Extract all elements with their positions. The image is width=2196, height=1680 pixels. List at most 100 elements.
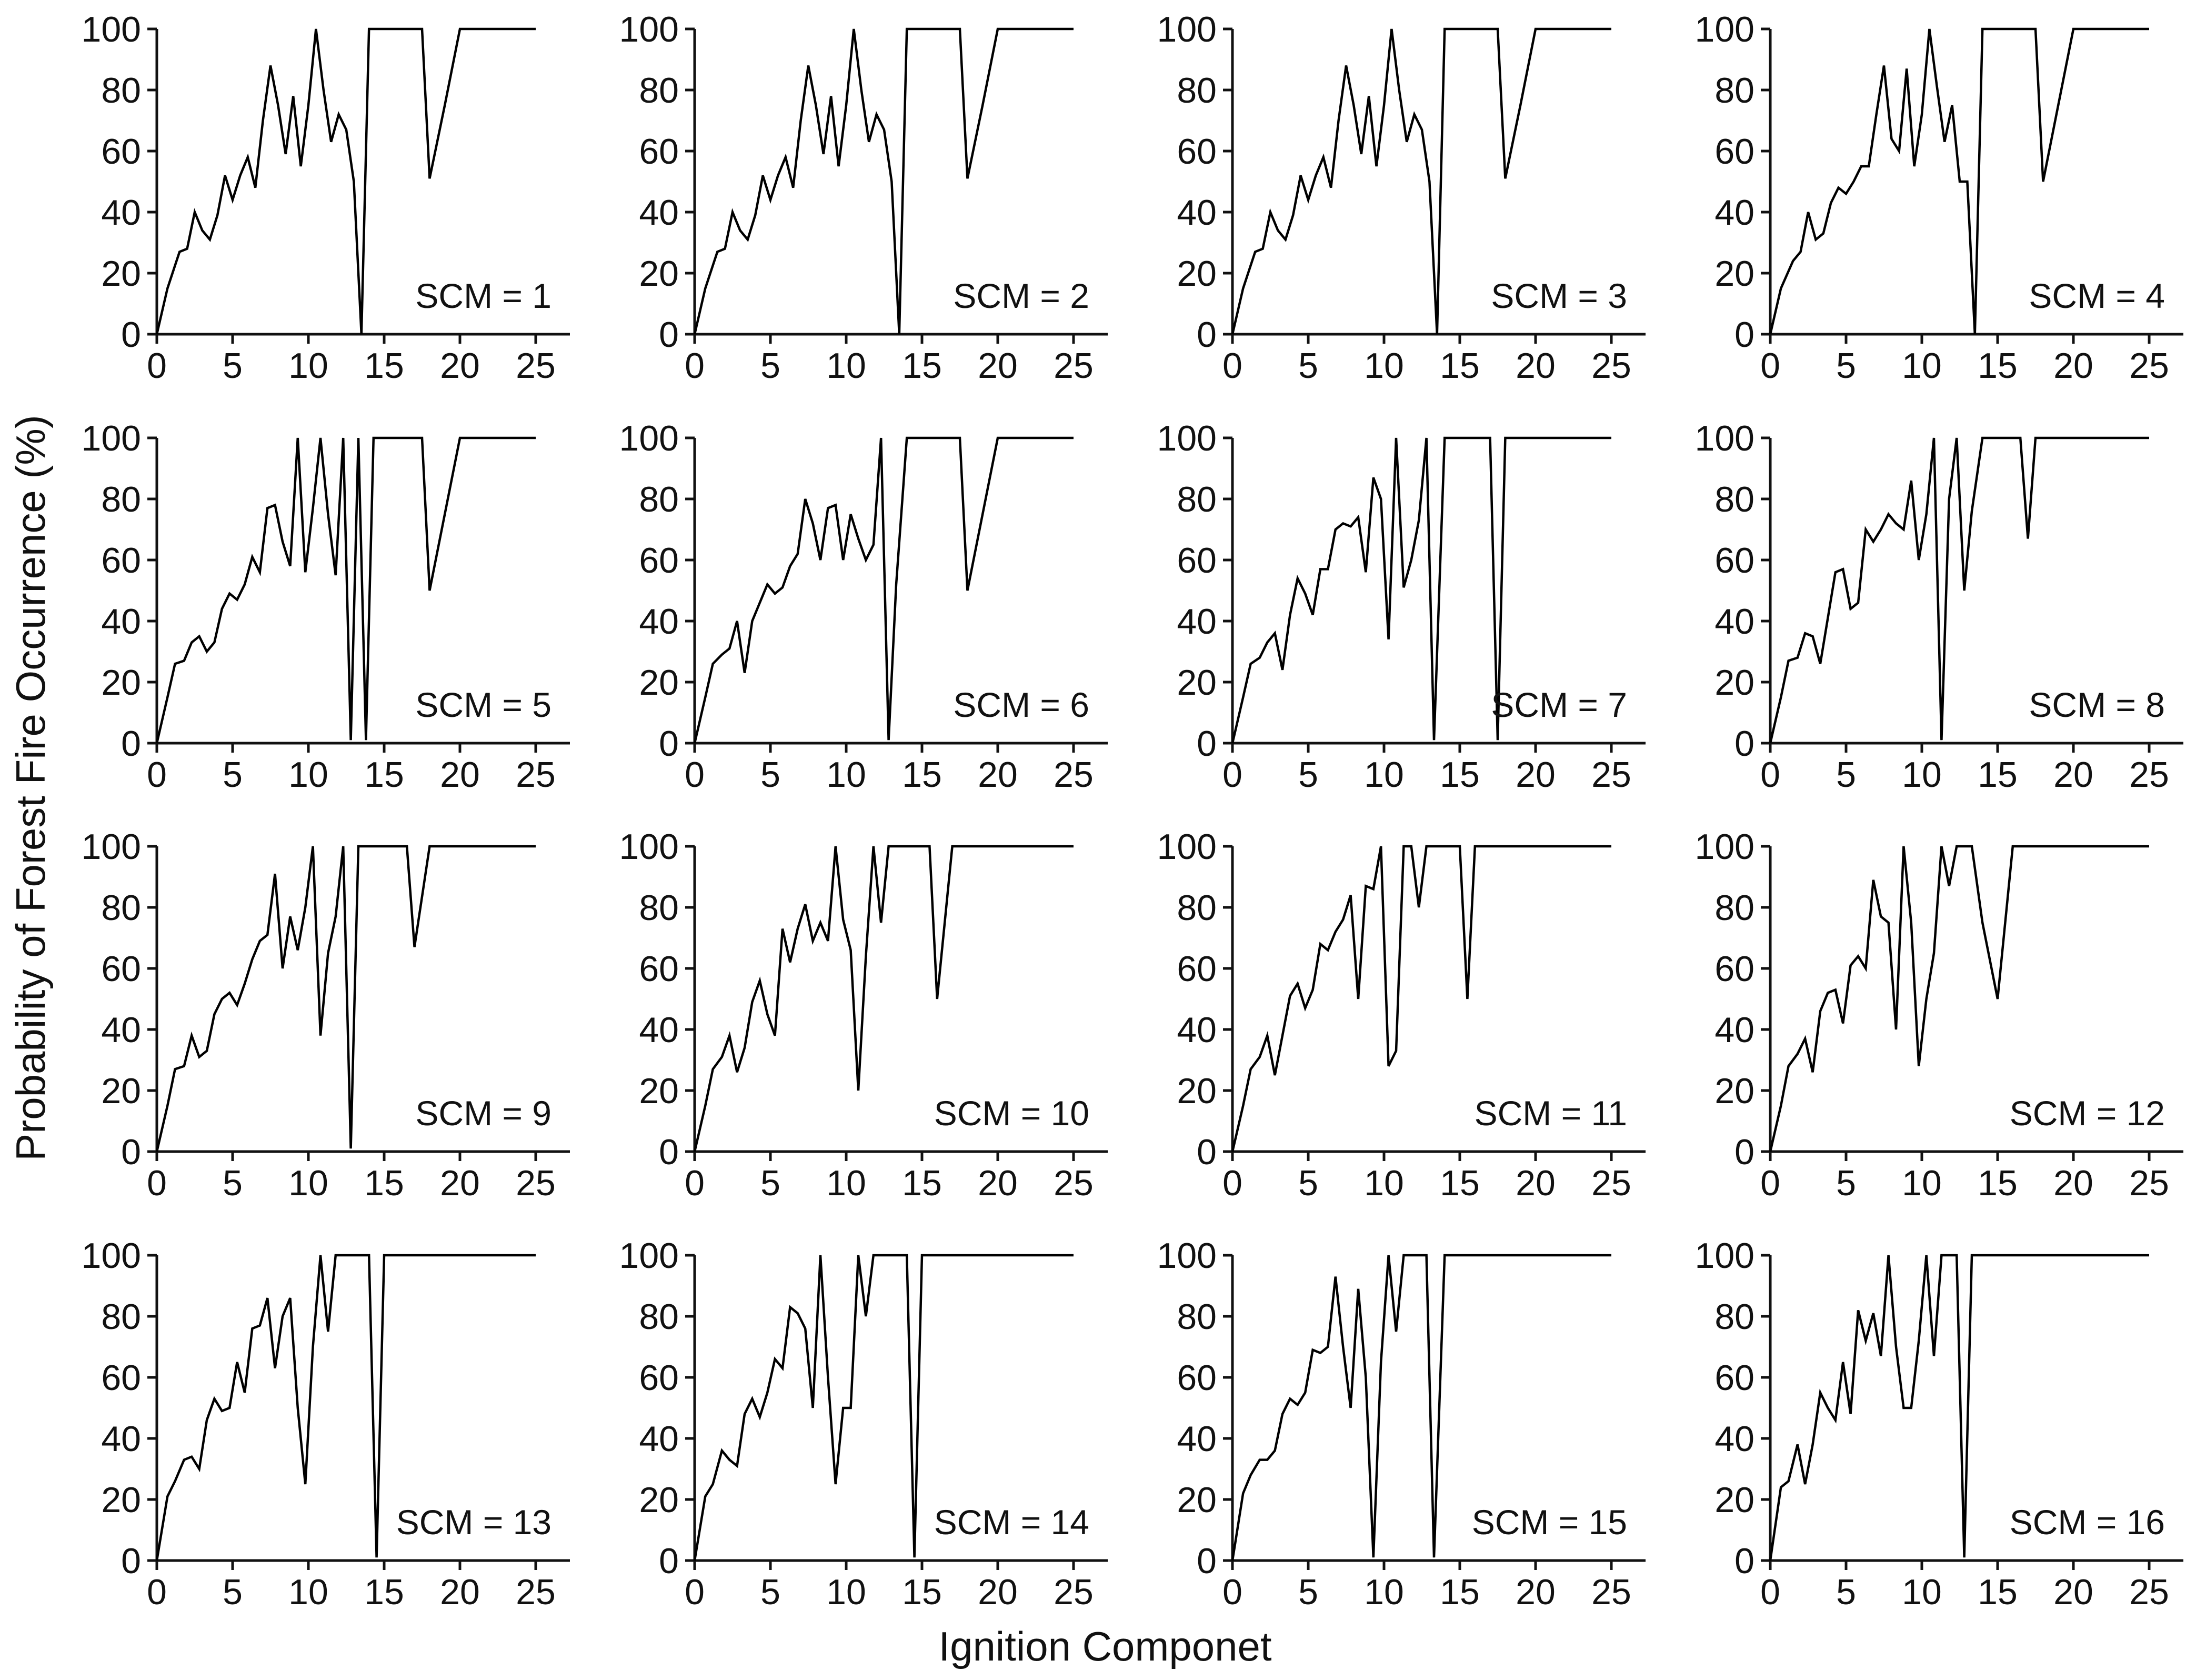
- y-tick-label: 0: [659, 315, 679, 355]
- series-line: [1769, 436, 2149, 744]
- x-tick-label: 25: [516, 1572, 556, 1612]
- panel-label: SCM = 5: [415, 685, 551, 724]
- x-tick-label: 10: [288, 755, 328, 795]
- y-tick-label: 0: [121, 1541, 141, 1581]
- series-line: [1231, 845, 1611, 1152]
- y-tick-label: 100: [1157, 1236, 1217, 1276]
- panel-label: SCM = 12: [2010, 1094, 2165, 1133]
- y-tick-label: 40: [1714, 1419, 1754, 1459]
- x-tick-label: 20: [2053, 346, 2093, 386]
- y-tick-label: 60: [1177, 1358, 1217, 1398]
- x-tick-label: 25: [516, 1163, 556, 1203]
- y-tick-label: 40: [1177, 1010, 1217, 1050]
- x-tick-label: 0: [1760, 755, 1780, 795]
- x-tick-label: 5: [223, 1572, 243, 1612]
- x-tick-label: 5: [1298, 1572, 1318, 1612]
- y-tick-label: 0: [1734, 1541, 1754, 1581]
- x-tick-label: 5: [1298, 755, 1318, 795]
- panel-label: SCM = 9: [415, 1094, 551, 1133]
- x-tick-label: 25: [2129, 1572, 2169, 1612]
- x-tick-label: 15: [1440, 755, 1480, 795]
- x-tick-label: 5: [223, 755, 243, 795]
- y-tick-label: 80: [1714, 888, 1754, 928]
- x-tick-label: 5: [1836, 1572, 1856, 1612]
- x-tick-label: 20: [1516, 1163, 1556, 1203]
- series-line: [1231, 436, 1611, 744]
- x-tick-label: 15: [902, 755, 942, 795]
- chart-panel: 0 5 10 15 20 25 0 20 40 60 80 100 SCM = 13: [82, 1236, 570, 1612]
- x-tick-label: 5: [1836, 755, 1856, 795]
- y-tick-label: 100: [1157, 827, 1217, 867]
- x-tick-label: 20: [440, 1572, 480, 1612]
- panel-label: SCM = 11: [1475, 1094, 1627, 1133]
- x-tick-label: 10: [1364, 755, 1404, 795]
- y-tick-label: 20: [1714, 663, 1754, 703]
- x-tick-label: 25: [1054, 1572, 1094, 1612]
- x-tick-label: 20: [978, 1163, 1018, 1203]
- y-tick-label: 0: [1197, 315, 1217, 355]
- x-tick-label: 15: [1440, 1572, 1480, 1612]
- series-line: [693, 1254, 1074, 1561]
- y-tick-label: 80: [101, 479, 141, 519]
- y-tick-label: 80: [639, 71, 679, 111]
- series-line: [693, 27, 1074, 335]
- x-tick-label: 10: [1902, 755, 1942, 795]
- y-tick-label: 20: [101, 1480, 141, 1520]
- x-tick-label: 15: [1440, 1163, 1480, 1203]
- y-tick-label: 40: [1714, 1010, 1754, 1050]
- x-axis-title: Ignition Componet: [938, 1623, 1271, 1669]
- x-tick-label: 5: [1298, 1163, 1318, 1203]
- y-tick-label: 20: [1714, 1480, 1754, 1520]
- series-line: [155, 436, 536, 744]
- x-tick-label: 0: [1760, 346, 1780, 386]
- chart-panel: 0 5 10 15 20 25 0 20 40 60 80 100 SCM = 16: [1695, 1236, 2183, 1612]
- x-tick-label: 0: [685, 1163, 705, 1203]
- y-tick-label: 80: [639, 479, 679, 519]
- x-tick-label: 5: [1298, 346, 1318, 386]
- x-tick-label: 0: [147, 755, 167, 795]
- x-tick-label: 25: [1591, 1572, 1631, 1612]
- y-tick-label: 0: [659, 1541, 679, 1581]
- y-tick-label: 60: [639, 541, 679, 581]
- y-tick-label: 60: [639, 949, 679, 989]
- panel-label: SCM = 3: [1491, 276, 1627, 315]
- x-tick-label: 25: [516, 346, 556, 386]
- x-tick-label: 15: [1978, 755, 2018, 795]
- x-tick-label: 15: [1978, 346, 2018, 386]
- x-tick-label: 0: [685, 346, 705, 386]
- series-line: [693, 845, 1074, 1152]
- y-tick-label: 100: [619, 827, 679, 867]
- chart-panel: 0 5 10 15 20 25 0 20 40 60 80 100 SCM = 7: [1157, 418, 1646, 795]
- y-tick-label: 0: [121, 315, 141, 355]
- y-tick-label: 40: [101, 1010, 141, 1050]
- panel-label: SCM = 16: [2010, 1503, 2165, 1542]
- y-tick-label: 40: [101, 602, 141, 642]
- x-tick-label: 0: [1222, 346, 1242, 386]
- y-tick-label: 20: [101, 254, 141, 294]
- y-tick-label: 0: [659, 1132, 679, 1172]
- x-tick-label: 15: [1978, 1572, 2018, 1612]
- x-tick-label: 15: [364, 1572, 404, 1612]
- x-tick-label: 0: [147, 346, 167, 386]
- panel-label: SCM = 8: [2029, 685, 2165, 724]
- x-tick-label: 25: [1591, 346, 1631, 386]
- x-tick-label: 25: [1591, 755, 1631, 795]
- y-tick-label: 100: [619, 9, 679, 49]
- y-tick-label: 60: [1714, 1358, 1754, 1398]
- x-tick-label: 25: [1054, 755, 1094, 795]
- y-tick-label: 100: [82, 827, 141, 867]
- y-tick-label: 80: [1177, 479, 1217, 519]
- x-tick-label: 25: [1591, 1163, 1631, 1203]
- chart-panel: 0 5 10 15 20 25 0 20 40 60 80 100 SCM = 11: [1157, 827, 1646, 1203]
- y-tick-label: 20: [639, 663, 679, 703]
- y-tick-label: 40: [1177, 1419, 1217, 1459]
- y-tick-label: 0: [1197, 724, 1217, 764]
- x-tick-label: 20: [978, 346, 1018, 386]
- y-tick-label: 100: [1157, 9, 1217, 49]
- x-tick-label: 15: [902, 1163, 942, 1203]
- chart-panel: 0 5 10 15 20 25 0 20 40 60 80 100 SCM = 2: [619, 9, 1108, 386]
- x-tick-label: 0: [147, 1572, 167, 1612]
- y-tick-label: 40: [101, 193, 141, 233]
- y-tick-label: 20: [639, 1480, 679, 1520]
